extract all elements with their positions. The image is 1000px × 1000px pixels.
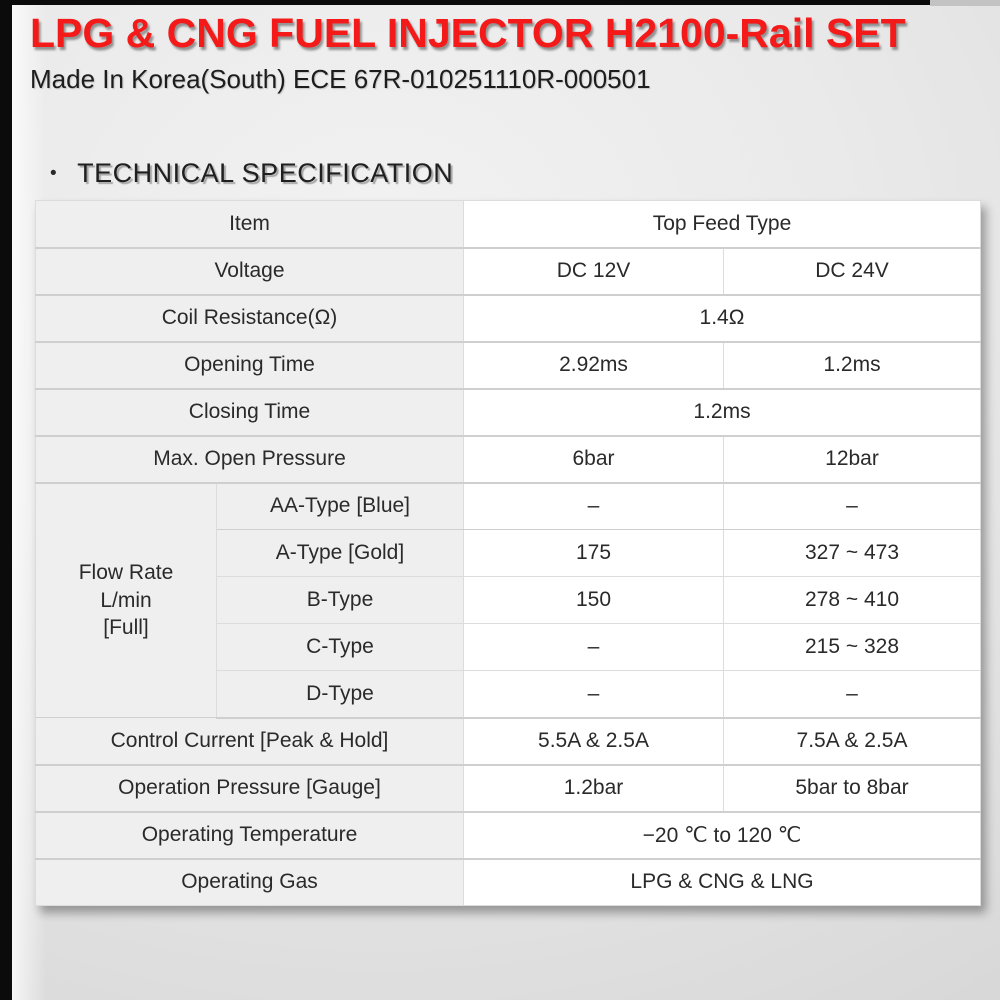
operation-pressure-label-cell: Operation Pressure [Gauge]	[35, 764, 464, 813]
control-current-dc12-cell: 5.5A & 2.5A	[463, 717, 724, 766]
opening-time-dc12-cell: 2.92ms	[463, 341, 724, 390]
table-row-flow-b-type: B-Type 150 278 ~ 410	[36, 576, 982, 624]
left-frame-strip	[0, 0, 12, 1000]
flow-a-type-dc12-cell: 175	[463, 529, 724, 577]
table-row-control-current: Control Current [Peak & Hold] 5.5A & 2.5…	[35, 717, 982, 766]
flow-aa-type-label-cell: AA-Type [Blue]	[216, 482, 464, 530]
table-row-flow-aa-type: Flow Rate L/min [Full] AA-Type [Blue] – …	[35, 482, 982, 718]
control-current-dc24-cell: 7.5A & 2.5A	[722, 717, 982, 766]
spec-table: Item Top Feed Type Voltage DC 12V DC 24V…	[35, 200, 982, 906]
section-heading-text: TECHNICAL SPECIFICATION	[77, 158, 454, 188]
top-feed-type-cell: Top Feed Type	[462, 200, 982, 249]
flow-aa-type-dc12-cell: –	[463, 482, 724, 530]
table-row-opening-time: Opening Time 2.92ms 1.2ms	[35, 341, 982, 390]
table-row-operating-temperature: Operating Temperature −20 ℃ to 120 ℃	[35, 811, 982, 860]
bullet-icon: •	[50, 162, 58, 184]
control-current-label-cell: Control Current [Peak & Hold]	[35, 717, 464, 766]
table-row-operation-pressure: Operation Pressure [Gauge] 1.2bar 5bar t…	[35, 764, 982, 813]
table-row-closing-time: Closing Time 1.2ms	[35, 388, 982, 437]
flow-c-type-dc24-cell: 215 ~ 328	[722, 623, 982, 671]
flow-b-type-dc12-cell: 150	[463, 576, 724, 624]
product-title: LPG & CNG FUEL INJECTOR H2100-Rail SET	[30, 10, 906, 56]
flow-a-type-dc24-cell: 327 ~ 473	[722, 529, 982, 577]
flow-rate-group-label-cell: Flow Rate L/min [Full]	[35, 482, 217, 718]
flow-c-type-label-cell: C-Type	[216, 623, 464, 671]
closing-time-value-cell: 1.2ms	[462, 388, 982, 437]
max-open-pressure-dc24-cell: 12bar	[722, 435, 982, 484]
table-row-flow-d-type: D-Type – –	[36, 670, 982, 719]
voltage-label-cell: Voltage	[35, 247, 464, 296]
max-open-pressure-dc12-cell: 6bar	[463, 435, 724, 484]
table-row-max-open-pressure: Max. Open Pressure 6bar 12bar	[35, 435, 982, 484]
flow-b-type-label-cell: B-Type	[216, 576, 464, 624]
table-row-operating-gas: Operating Gas LPG & CNG & LNG	[35, 858, 982, 906]
opening-time-dc24-cell: 1.2ms	[722, 341, 982, 390]
top-frame-strip	[0, 0, 930, 5]
operation-pressure-dc12-cell: 1.2bar	[463, 764, 724, 813]
operating-gas-value-cell: LPG & CNG & LNG	[462, 858, 982, 906]
table-row-coil-resistance: Coil Resistance(Ω) 1.4Ω	[35, 294, 982, 343]
table-row-flow-a-type: A-Type [Gold] 175 327 ~ 473	[36, 529, 982, 577]
flow-d-type-dc12-cell: –	[463, 670, 724, 719]
closing-time-label-cell: Closing Time	[35, 388, 464, 437]
flow-d-type-label-cell: D-Type	[216, 670, 464, 719]
operating-temperature-label-cell: Operating Temperature	[35, 811, 464, 860]
flow-b-type-dc24-cell: 278 ~ 410	[722, 576, 982, 624]
product-subtitle: Made In Korea(South) ECE 67R-010251110R-…	[30, 64, 651, 94]
flow-d-type-dc24-cell: –	[722, 670, 982, 719]
top-frame-strip-right	[930, 0, 1000, 6]
coil-resistance-label-cell: Coil Resistance(Ω)	[35, 294, 464, 343]
table-row-flow-c-type: C-Type – 215 ~ 328	[36, 623, 982, 671]
operating-gas-label-cell: Operating Gas	[35, 858, 464, 906]
header: LPG & CNG FUEL INJECTOR H2100-Rail SET M…	[30, 10, 906, 95]
section-heading: • TECHNICAL SPECIFICATION	[50, 158, 453, 189]
voltage-dc12-cell: DC 12V	[463, 247, 724, 296]
operating-temperature-value-cell: −20 ℃ to 120 ℃	[462, 811, 982, 860]
item-header-label-cell: Item	[35, 200, 464, 249]
opening-time-label-cell: Opening Time	[35, 341, 464, 390]
max-open-pressure-label-cell: Max. Open Pressure	[35, 435, 464, 484]
flow-aa-type-dc24-cell: –	[722, 482, 982, 530]
flow-c-type-dc12-cell: –	[463, 623, 724, 671]
voltage-dc24-cell: DC 24V	[722, 247, 982, 296]
coil-resistance-value-cell: 1.4Ω	[462, 294, 982, 343]
table-row-voltage: Voltage DC 12V DC 24V	[35, 247, 982, 296]
operation-pressure-dc24-cell: 5bar to 8bar	[722, 764, 982, 813]
table-row-item-header: Item Top Feed Type	[35, 200, 982, 249]
flow-a-type-label-cell: A-Type [Gold]	[216, 529, 464, 577]
